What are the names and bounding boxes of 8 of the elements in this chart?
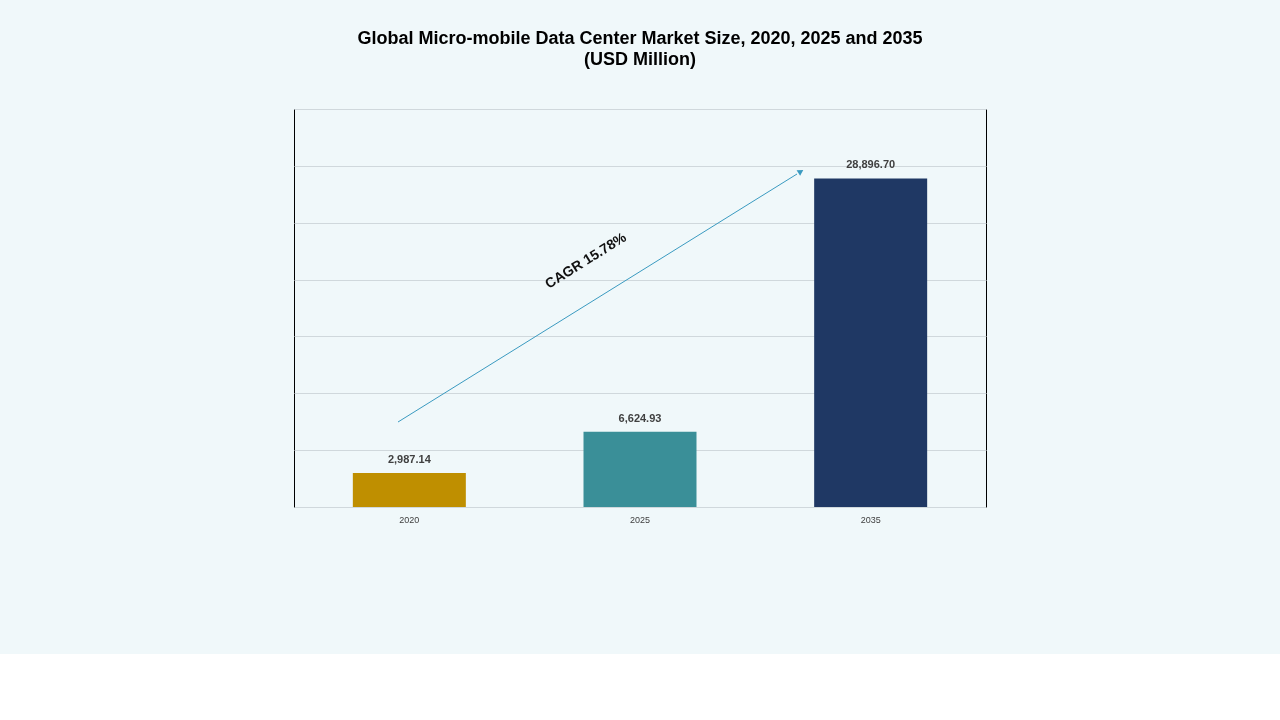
- data-label: 28,896.70: [846, 158, 896, 171]
- data-label: 2,987.14: [387, 453, 432, 466]
- x-tick-label: 2020: [399, 514, 420, 525]
- chart-title: Global Micro-mobile Data Center Market Size, 2020, 2025 and 2035: [357, 28, 923, 48]
- data-label: 6,624.93: [618, 411, 662, 424]
- chart-subtitle: (USD Million): [584, 49, 696, 69]
- x-tick-label: 2035: [860, 514, 881, 525]
- x-tick-label: 2025: [629, 514, 651, 525]
